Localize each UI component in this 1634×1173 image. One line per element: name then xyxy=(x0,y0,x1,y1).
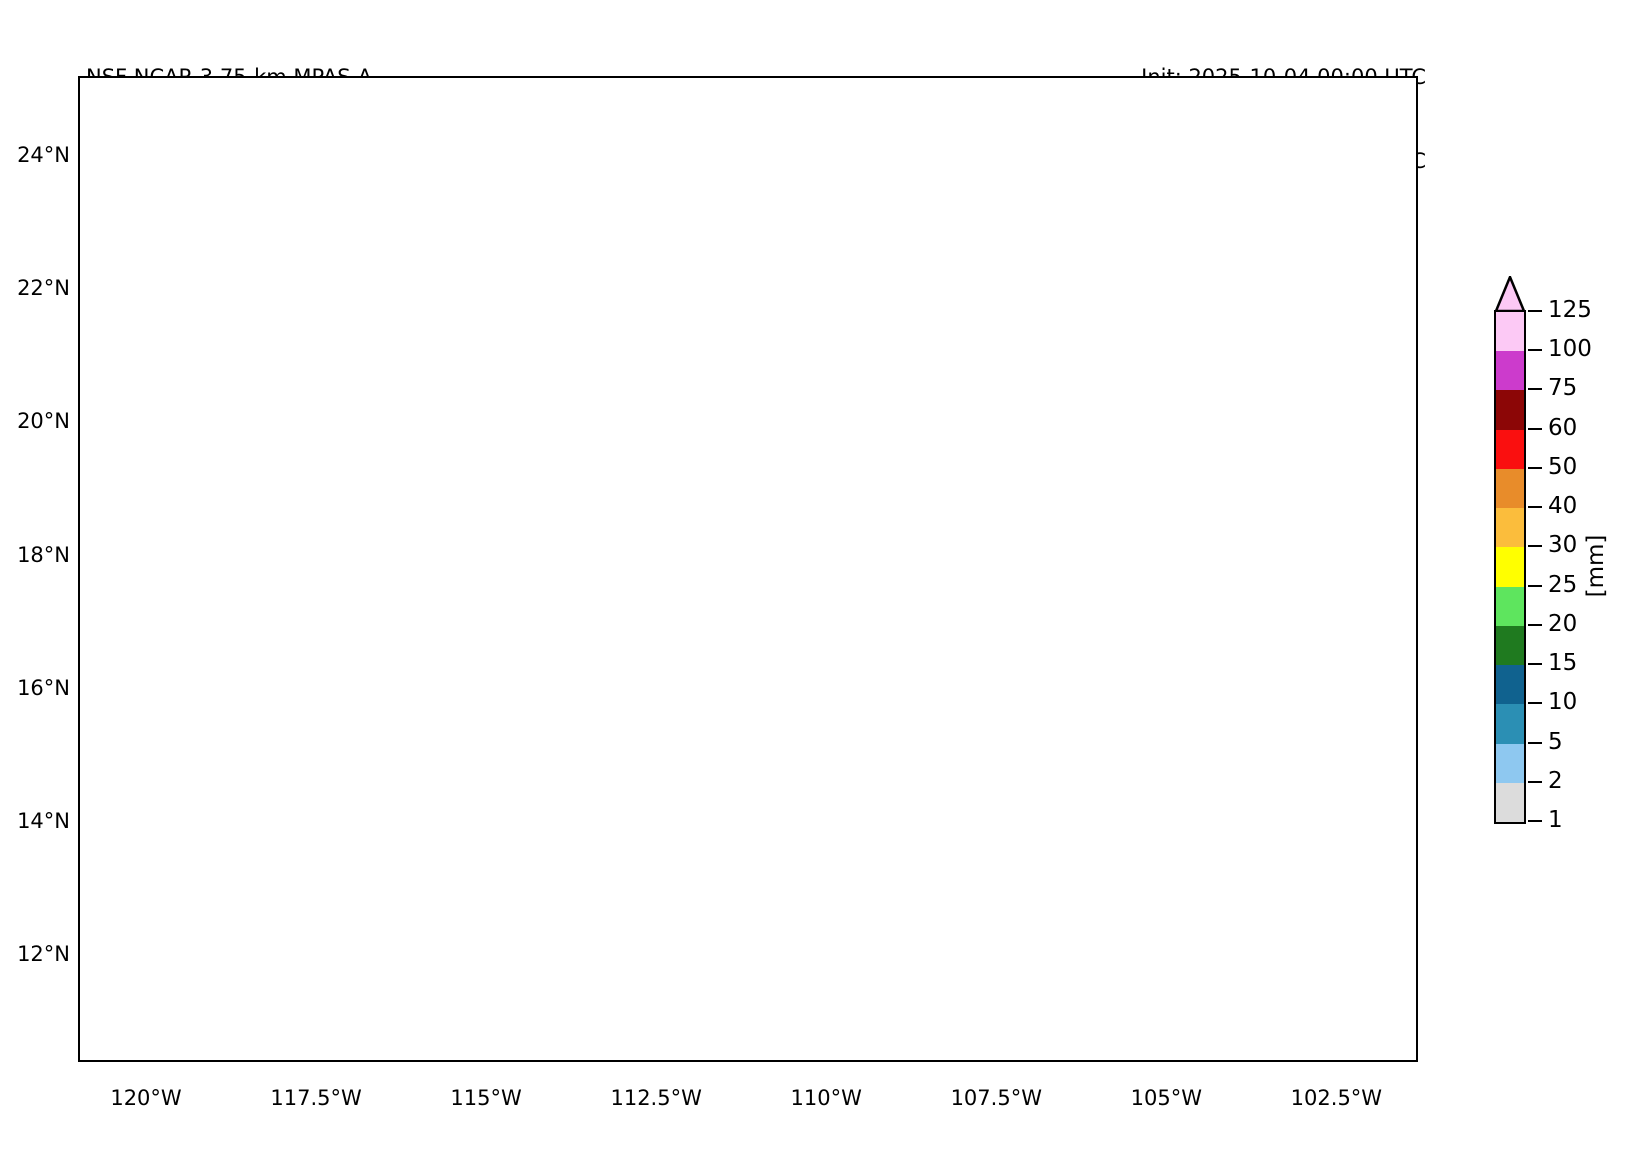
colorbar-tick-label-1: 1 xyxy=(1548,807,1563,833)
colorbar-tick-100 xyxy=(1528,349,1542,352)
map-plot-frame xyxy=(78,76,1418,1062)
colorbar-tick-label-10: 10 xyxy=(1548,689,1578,716)
colorbar-tick-15 xyxy=(1528,663,1542,666)
colorbar-tick-50 xyxy=(1528,466,1542,469)
colorbar-tick-20 xyxy=(1528,623,1542,626)
colorbar-tick-5 xyxy=(1528,741,1542,744)
colorbar-tick-40 xyxy=(1528,506,1542,509)
x-tick-120°W: 120°W xyxy=(110,1086,182,1110)
colorbar-band-5 xyxy=(1496,704,1524,744)
colorbar-tick-label-30: 30 xyxy=(1548,532,1578,559)
colorbar-tick-label-125: 125 xyxy=(1548,297,1592,323)
colorbar-tick-10 xyxy=(1528,702,1542,705)
colorbar-band-25 xyxy=(1496,547,1524,587)
y-tick-20°N: 20°N xyxy=(17,409,70,434)
precipitation-map xyxy=(80,78,1416,1060)
colorbar-band-15 xyxy=(1496,625,1524,666)
colorbar-tick-1 xyxy=(1528,820,1542,822)
colorbar-tick-125 xyxy=(1528,310,1542,312)
x-tick-102.5°W: 102.5°W xyxy=(1290,1086,1383,1110)
x-tick-107.5°W: 107.5°W xyxy=(950,1086,1042,1110)
x-tick-117.5°W: 117.5°W xyxy=(270,1086,362,1110)
colorbar-band-20 xyxy=(1496,586,1524,626)
y-tick-22°N: 22°N xyxy=(17,276,70,301)
colorbar-tick-label-60: 60 xyxy=(1548,414,1578,441)
x-tick-105°W: 105°W xyxy=(1130,1086,1202,1110)
y-tick-16°N: 16°N xyxy=(17,675,70,700)
colorbar-tick-25 xyxy=(1528,584,1542,587)
colorbar-band-100 xyxy=(1496,311,1524,352)
colorbar-band-2 xyxy=(1496,743,1524,783)
colorbar-band-10 xyxy=(1496,665,1524,705)
y-tick-14°N: 14°N xyxy=(17,809,70,834)
colorbar: 1 2 5 10 15 20 25 30 40 50 60 75 100 125 [mm] xyxy=(1446,76,1634,1062)
colorbar-band-30 xyxy=(1496,508,1524,548)
colorbar-tick-label-20: 20 xyxy=(1548,610,1578,637)
colorbar-tick-label-2: 2 xyxy=(1548,767,1563,794)
colorbar-tick-label-50: 50 xyxy=(1548,453,1578,480)
y-tick-24°N: 24°N xyxy=(17,142,70,167)
x-tick-115°W: 115°W xyxy=(450,1086,522,1110)
y-tick-12°N: 12°N xyxy=(17,942,70,967)
y-tick-18°N: 18°N xyxy=(17,542,70,567)
colorbar-band-1 xyxy=(1496,782,1524,822)
colorbar-band-60 xyxy=(1496,390,1524,430)
colorbar-gradient xyxy=(1494,310,1526,824)
colorbar-band-50 xyxy=(1496,429,1524,469)
colorbar-tick-60 xyxy=(1528,427,1542,430)
x-tick-110°W: 110°W xyxy=(790,1086,862,1110)
colorbar-tick-label-25: 25 xyxy=(1548,571,1578,598)
colorbar-tick-30 xyxy=(1528,545,1542,548)
colorbar-tick-2 xyxy=(1528,780,1542,783)
colorbar-band-75 xyxy=(1496,351,1524,391)
colorbar-unit-label: [mm] xyxy=(1583,534,1609,598)
colorbar-tick-label-40: 40 xyxy=(1548,493,1578,520)
colorbar-tick-label-15: 15 xyxy=(1548,650,1578,677)
colorbar-band-40 xyxy=(1496,468,1524,509)
x-tick-112.5°W: 112.5°W xyxy=(610,1086,702,1110)
colorbar-tick-label-75: 75 xyxy=(1548,375,1578,402)
colorbar-tick-75 xyxy=(1528,388,1542,391)
colorbar-extend-arrow xyxy=(1494,276,1526,312)
colorbar-tick-label-100: 100 xyxy=(1548,336,1592,363)
colorbar-tick-label-5: 5 xyxy=(1548,728,1563,755)
